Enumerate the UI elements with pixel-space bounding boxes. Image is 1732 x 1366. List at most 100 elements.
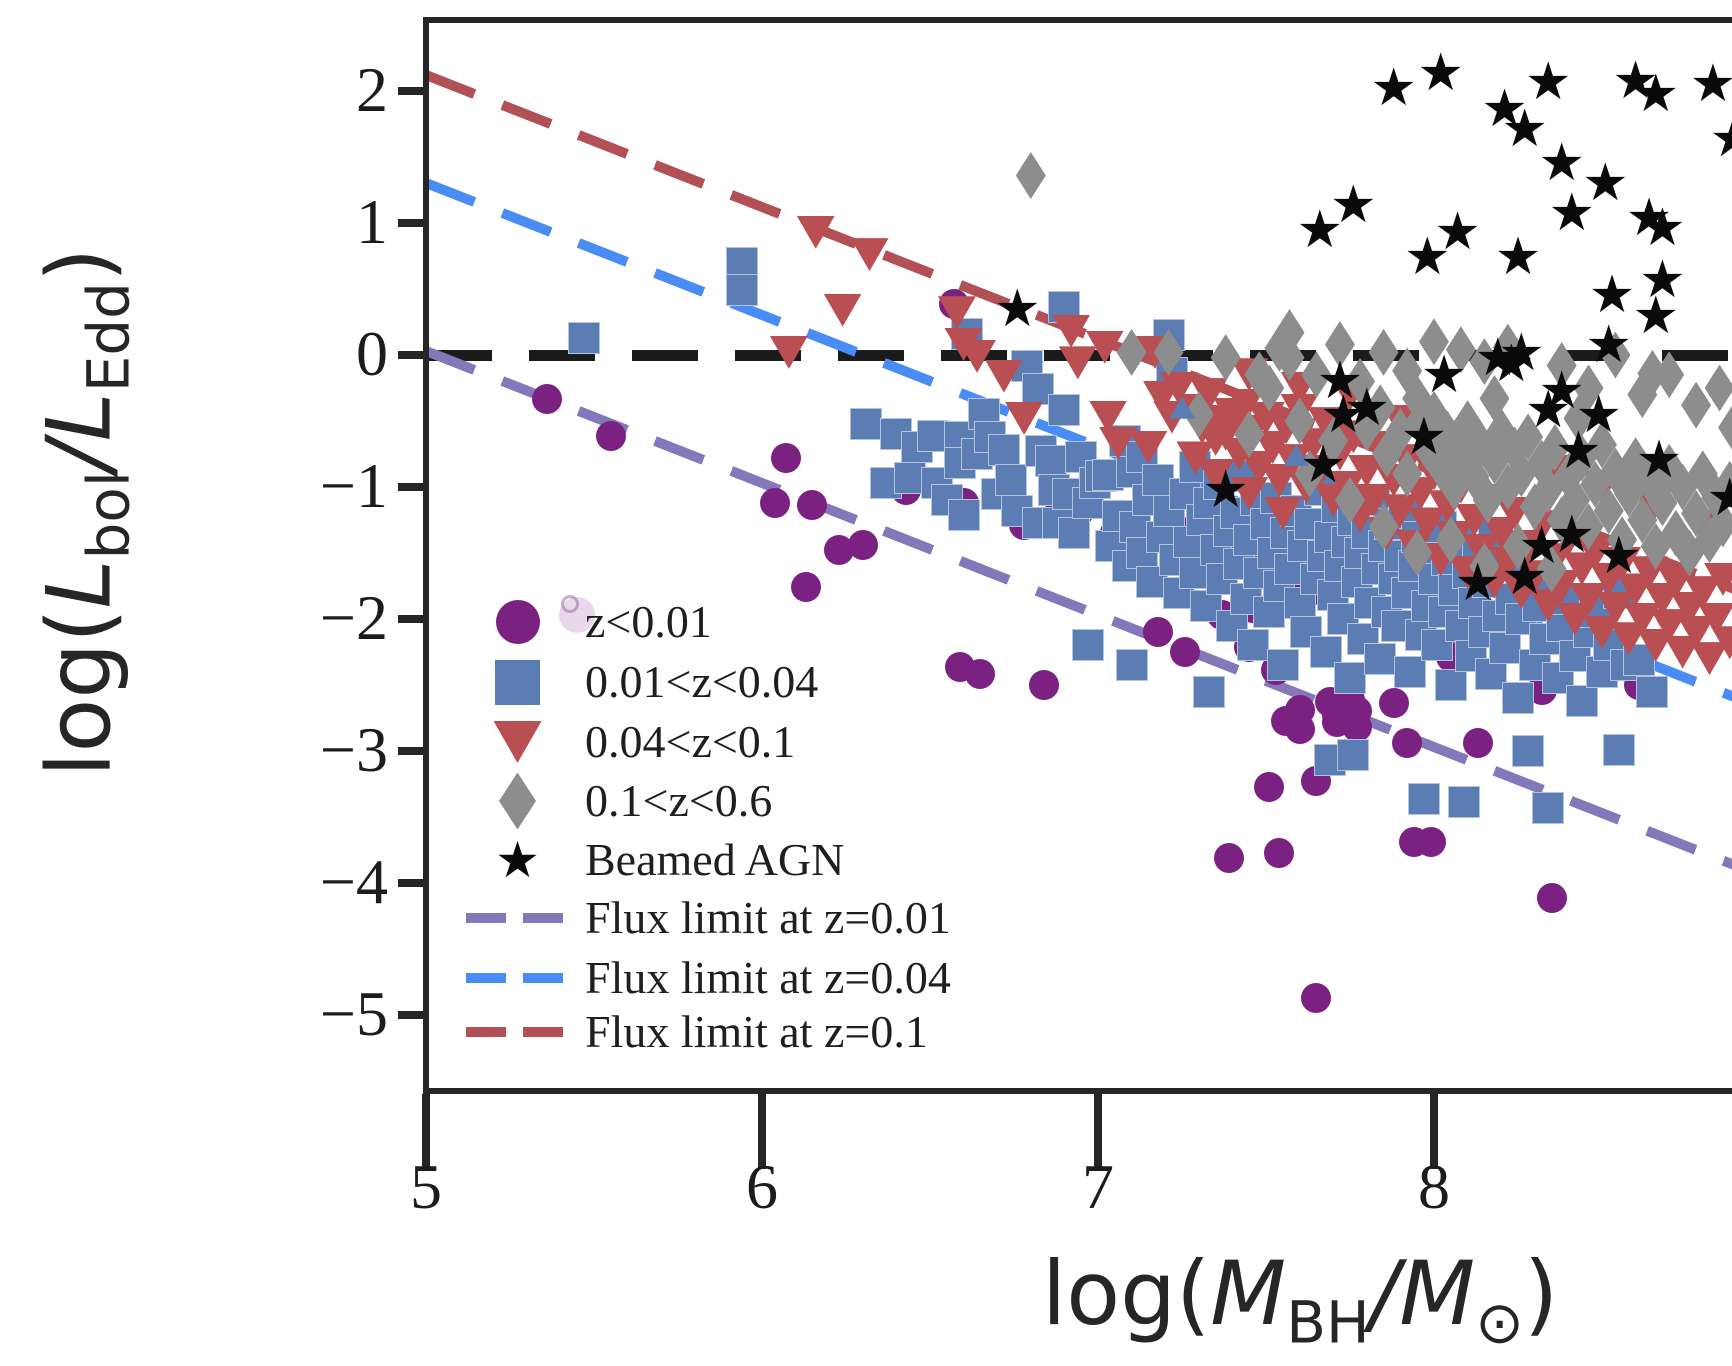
- scatter-point-beamed-agn: ★: [1524, 52, 1572, 113]
- scatter-point-z2: [1434, 669, 1467, 701]
- scatter-point-beamed-agn: ★: [1403, 226, 1451, 287]
- y-tick: [398, 219, 426, 227]
- scatter-point-z1: [1536, 882, 1567, 913]
- scatter-point-beamed-agn: ★: [1538, 361, 1585, 422]
- scatter-point-z3: [823, 293, 862, 327]
- scatter-point-z4: [1015, 151, 1046, 199]
- x-tick: [758, 1094, 766, 1169]
- scatter-point-beamed-agn: ★: [1330, 175, 1377, 236]
- y-tick-label: −3: [319, 714, 388, 785]
- scatter-point-z2: [1602, 733, 1635, 766]
- scatter-point-z1: [595, 420, 626, 451]
- scatter-point-z2: [1115, 649, 1148, 682]
- y-axis-title-var2: L: [27, 392, 131, 442]
- scatter-point-beamed-agn: ★: [1632, 64, 1680, 125]
- y-tick-label: −4: [319, 846, 388, 917]
- scatter-point-z2: [1448, 786, 1481, 819]
- scatter-point-beamed-agn: ★: [1585, 314, 1633, 375]
- scatter-point-z1: [797, 490, 828, 521]
- legend-marker-star-icon: ★: [455, 830, 580, 890]
- scatter-point-z2: [1334, 662, 1366, 695]
- x-tick-label: 6: [746, 1151, 778, 1222]
- scatter-point-beamed-agn: ★: [1710, 113, 1732, 165]
- y-tick: [398, 87, 426, 95]
- scatter-point-z2: [1236, 629, 1269, 662]
- x-tick-label: 7: [1082, 1151, 1114, 1222]
- scatter-point-beamed-agn: ★: [1501, 547, 1549, 608]
- legend-marker-glyph: [495, 659, 540, 705]
- scatter-point-beamed-agn: ★: [1501, 98, 1549, 159]
- scatter-point-beamed-agn: ★: [1454, 552, 1501, 613]
- legend-label: 0.1<z<0.6: [585, 775, 773, 826]
- legend-marker-dashed-line-icon: [455, 1002, 580, 1062]
- y-tick-label: −1: [319, 450, 388, 521]
- scatter-point-beamed-agn: ★: [1538, 132, 1585, 193]
- scatter-point-z2: [1048, 394, 1081, 427]
- scatter-point-z1: [531, 383, 562, 414]
- scatter-point-z2: [1502, 682, 1534, 715]
- scatter-point-z4: [1718, 404, 1732, 452]
- x-tick: [1430, 1094, 1438, 1169]
- y-tick: [398, 1011, 426, 1019]
- legend-label: 0.04<z<0.1: [585, 716, 796, 767]
- scatter-point-beamed-agn: ★: [1595, 526, 1643, 587]
- scatter-point-beamed-agn: ★: [1689, 53, 1732, 114]
- x-tick-label: 8: [1418, 1151, 1450, 1222]
- scatter-point-beamed-agn: ★: [1632, 285, 1680, 346]
- scatter-point-beamed-agn: ★: [1296, 200, 1344, 261]
- legend-marker-triangle-down-icon: [455, 712, 580, 772]
- y-axis-title-pre: log(: [27, 608, 131, 777]
- scatter-point-beamed-agn: ★: [1474, 328, 1522, 389]
- scatter-point-z2: [1532, 791, 1565, 824]
- scatter-point-beamed-agn: ★: [1518, 515, 1565, 576]
- legend-label: Flux limit at z=0.04: [585, 952, 951, 1003]
- scatter-point-beamed-agn: ★: [1635, 429, 1683, 490]
- legend-marker-glyph: [465, 1027, 570, 1037]
- legend-marker-dashed-line-icon: [455, 948, 580, 1008]
- scatter-point-z1: [1341, 712, 1372, 743]
- top-spine: [423, 17, 1732, 23]
- scatter-point-z1: [1462, 728, 1493, 759]
- x-tick: [422, 1094, 430, 1169]
- y-tick: [398, 747, 426, 755]
- scatter-point-z2: [994, 464, 1027, 497]
- legend-marker-circle-icon: [455, 592, 580, 652]
- scatter-point-beamed-agn: ★: [1639, 250, 1686, 311]
- scatter-point-z1: [1392, 728, 1423, 759]
- y-axis-spine: [423, 17, 429, 1094]
- scatter-point-z2: [1189, 589, 1222, 622]
- scatter-point-z1: [1214, 842, 1245, 873]
- scatter-point-beamed-agn: ★: [1706, 468, 1732, 529]
- scatter-point-z1: [790, 572, 821, 603]
- x-axis-title-post: ): [1523, 1242, 1559, 1345]
- scatter-point-z2: [1337, 738, 1370, 771]
- scatter-point-z2: [1364, 642, 1397, 675]
- scatter-point-z1: [1254, 771, 1285, 802]
- scatter-point-beamed-agn: ★: [1639, 197, 1686, 258]
- scatter-point-z1: [847, 530, 878, 561]
- scatter-point-z2: [1512, 735, 1545, 767]
- scatter-point-beamed-agn: ★: [1548, 505, 1596, 566]
- scatter-point-z3: [1058, 346, 1097, 380]
- scatter-point-beamed-agn: ★: [1498, 322, 1545, 383]
- scatter-point-beamed-agn: ★: [1481, 78, 1528, 139]
- scatter-point-z1: [770, 442, 801, 473]
- x-axis-title-mid: /: [1369, 1242, 1400, 1345]
- y-tick: [398, 351, 426, 359]
- y-axis-title-var1: L: [27, 559, 131, 609]
- scatter-point-z2: [850, 407, 883, 440]
- scatter-point-z2: [1636, 675, 1669, 708]
- y-axis-title: log(Lbol/LEdd): [28, 202, 143, 822]
- scatter-point-z1: [760, 487, 791, 518]
- legend-marker-glyph: ★: [495, 831, 540, 889]
- x-axis-spine: [423, 1088, 1732, 1094]
- scatter-point-z2: [1407, 782, 1440, 815]
- x-axis-title-var1: M: [1210, 1242, 1287, 1345]
- y-tick: [398, 879, 426, 887]
- scatter-point-beamed-agn: ★: [1434, 201, 1481, 262]
- scatter-point-z1: [1170, 637, 1201, 667]
- y-tick-label: −5: [319, 978, 388, 1049]
- legend-marker-diamond-icon: [455, 771, 580, 831]
- plot-area: ★ ★ ★ ★ ★ ★ ★ ★ ★ ★ ★ ★ ★ ★ ★ ★ ★ ★ ★ ★ ★ ★ ★ ★ ★ ★ ★ ★ ★ ★ ★ ★ ★ ★ ★ ★ ★ ★ ★ ★…: [426, 20, 1732, 1091]
